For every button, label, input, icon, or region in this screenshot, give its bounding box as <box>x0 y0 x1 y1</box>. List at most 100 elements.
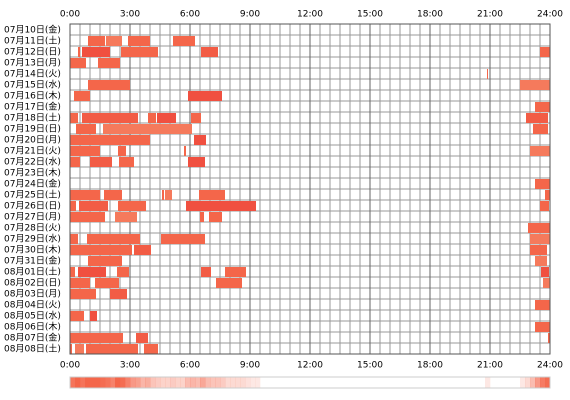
activity-bar <box>117 267 129 277</box>
activity-bar <box>188 91 222 101</box>
activity-bar <box>188 157 205 167</box>
activity-bar <box>70 245 132 255</box>
activity-bar <box>144 344 152 354</box>
activity-bar <box>82 113 138 123</box>
heat-cell <box>530 377 536 388</box>
heat-cell <box>245 377 251 388</box>
heat-cell <box>230 377 236 388</box>
activity-bar <box>191 113 201 123</box>
row-label: 07月16日(木) <box>4 90 61 102</box>
row-label: 07月26日(日) <box>4 201 61 212</box>
heat-cell <box>200 377 206 388</box>
heat-cell <box>220 377 226 388</box>
heat-cell <box>95 377 101 388</box>
activity-bar <box>199 190 225 200</box>
x-tick-label-bottom: 0:00 <box>60 361 80 371</box>
row-label: 07月14日(火) <box>4 69 61 80</box>
heat-cell <box>255 377 261 388</box>
activity-bar <box>87 234 140 244</box>
x-tick-label: 21:00 <box>477 10 503 20</box>
row-label: 07月28日(火) <box>4 223 61 234</box>
activity-bar <box>535 322 550 332</box>
activity-bar <box>201 47 218 57</box>
activity-bar <box>161 234 205 244</box>
activity-bar <box>535 256 547 266</box>
heat-cell <box>235 377 241 388</box>
activity-bar <box>70 212 105 222</box>
row-label: 07月18日(土) <box>4 112 61 124</box>
heat-cell <box>250 377 256 388</box>
activity-bar <box>194 135 206 145</box>
activity-bar <box>119 157 134 167</box>
activity-bar <box>128 36 150 46</box>
activity-bar <box>78 267 106 277</box>
heat-cell <box>525 377 531 388</box>
activity-bar <box>136 333 148 343</box>
row-label: 07月11日(土) <box>4 35 61 47</box>
heat-cell <box>540 377 546 388</box>
activity-bar <box>88 36 105 46</box>
activity-bar <box>103 124 192 134</box>
activity-bar <box>545 190 550 200</box>
row-label: 07月22日(水) <box>4 156 61 168</box>
row-label: 07月19日(日) <box>4 124 61 135</box>
heat-cell <box>195 377 201 388</box>
row-label: 07月12日(日) <box>4 47 61 58</box>
activity-bar <box>535 179 550 189</box>
heat-cell <box>80 377 86 388</box>
activity-bar <box>535 300 550 310</box>
activity-bar <box>70 344 72 354</box>
row-label: 07月13日(月) <box>4 58 61 69</box>
heat-cell <box>130 377 136 388</box>
x-tick-label-bottom: 21:00 <box>477 361 503 371</box>
activity-bar <box>90 311 97 321</box>
activity-bar <box>541 267 549 277</box>
x-tick-label: 18:00 <box>417 10 443 20</box>
activity-bar <box>530 234 550 244</box>
activity-bar <box>95 278 119 288</box>
row-label: 07月23日(木) <box>4 167 61 179</box>
heat-cell <box>100 377 106 388</box>
activity-bar <box>540 201 549 211</box>
activity-bar <box>201 267 211 277</box>
activity-bar <box>74 91 90 101</box>
x-tick-label-bottom: 3:00 <box>120 361 140 371</box>
activity-bar <box>110 289 127 299</box>
row-label: 08月04日(火) <box>4 300 61 311</box>
activity-bar <box>487 69 488 79</box>
activity-bar <box>82 47 110 57</box>
activity-bar <box>86 344 138 354</box>
x-tick-label-bottom: 9:00 <box>240 361 260 371</box>
activity-bar <box>70 113 78 123</box>
activity-bar <box>184 146 186 156</box>
activity-bar <box>186 201 256 211</box>
activity-bar <box>225 267 246 277</box>
activity-bar <box>78 47 80 57</box>
heat-cell <box>125 377 131 388</box>
activity-bar <box>216 278 242 288</box>
heat-cell <box>485 377 491 388</box>
activity-bar <box>543 278 550 288</box>
x-tick-label-bottom: 18:00 <box>417 361 443 371</box>
activity-bar <box>76 124 96 134</box>
activity-bar <box>121 47 158 57</box>
activity-bar <box>70 146 100 156</box>
activity-bar <box>98 58 120 68</box>
activity-bar <box>533 124 548 134</box>
row-label: 07月10日(金) <box>4 24 61 36</box>
activity-bar <box>70 333 123 343</box>
row-label: 07月15日(水) <box>4 79 61 91</box>
heat-cell <box>190 377 196 388</box>
activity-bar <box>70 267 75 277</box>
activity-bar <box>520 80 550 90</box>
x-tick-label: 12:00 <box>297 10 323 20</box>
heat-cell <box>535 377 541 388</box>
activity-bar <box>157 113 176 123</box>
row-label: 08月01日(土) <box>4 266 61 278</box>
row-label: 07月31日(金) <box>4 255 61 267</box>
activity-bar <box>79 201 108 211</box>
heat-cell <box>205 377 211 388</box>
activity-bar <box>535 102 550 112</box>
row-label: 07月21日(火) <box>4 146 61 157</box>
